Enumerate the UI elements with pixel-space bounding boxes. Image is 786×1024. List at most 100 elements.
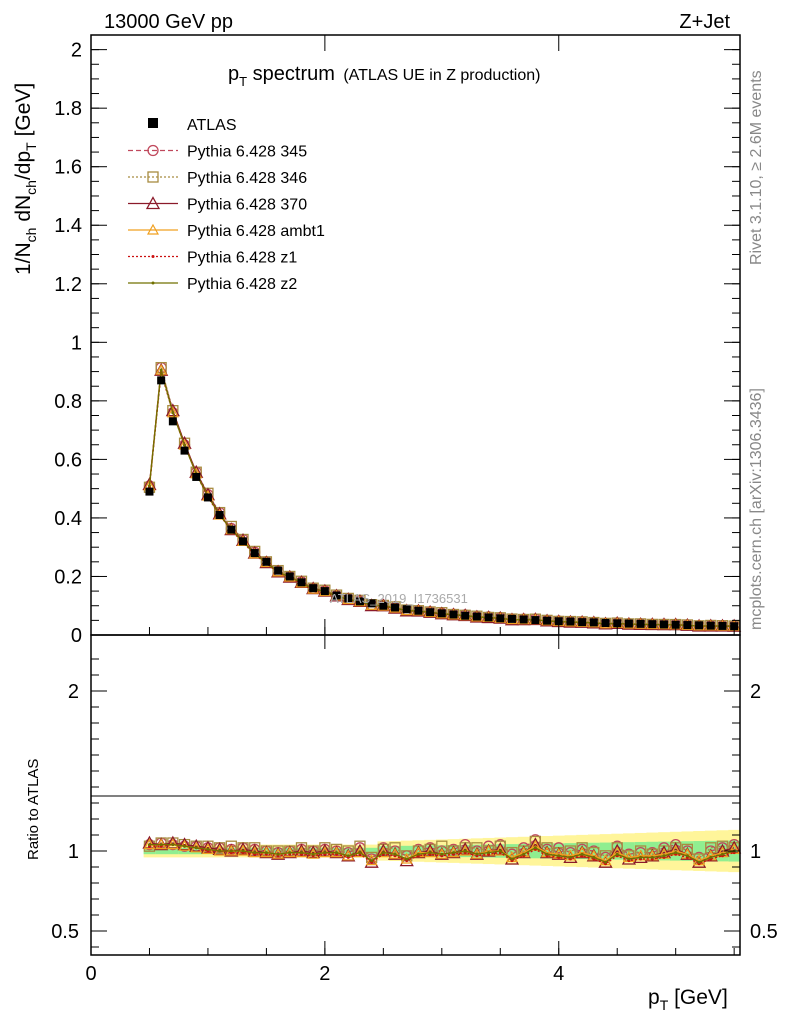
y-tick-label-top: 1.4	[54, 215, 82, 237]
mcplots-label: mcplots.cern.ch [arXiv:1306.3436]	[748, 388, 765, 630]
data-point-atlas	[215, 511, 224, 519]
y-tick-label-top: 1.6	[54, 157, 82, 179]
y-tick-label-top: 1.8	[54, 98, 82, 120]
ratio-marker-z2	[545, 852, 549, 856]
data-point-atlas	[624, 619, 633, 628]
y-tick-label-top: 0.2	[54, 566, 82, 588]
data-point-atlas	[589, 618, 598, 627]
legend-marker-p370	[145, 196, 161, 210]
ratio-marker-z2	[381, 851, 385, 855]
data-point-atlas	[203, 493, 212, 502]
rivet-label: Rivet 3.1.10, ≥ 2.6M events	[748, 70, 765, 265]
data-point-atlas	[437, 609, 446, 618]
ratio-marker-z2	[194, 846, 198, 850]
ratio-marker-z2	[522, 852, 526, 856]
ratio-band-green	[365, 847, 378, 855]
marker-z2	[159, 368, 163, 372]
data-point-atlas	[636, 619, 645, 628]
ratio-marker-z2	[498, 849, 502, 853]
ratio-marker-z2	[440, 852, 444, 856]
top-panel-series-group	[142, 361, 742, 632]
data-point-atlas	[145, 487, 154, 496]
data-point-atlas	[519, 615, 528, 624]
data-point-atlas	[461, 611, 470, 620]
ratio-marker-ambt1	[353, 846, 366, 858]
ratio-band-green	[412, 845, 425, 857]
ratio-marker-z2	[206, 847, 210, 851]
data-point-atlas	[449, 610, 458, 619]
data-point-atlas	[414, 606, 423, 615]
data-point-atlas	[648, 620, 657, 629]
marker-z2	[183, 443, 187, 447]
data-point-atlas	[367, 599, 376, 608]
ratio-marker-z2	[358, 851, 362, 855]
data-point-atlas	[671, 620, 680, 629]
axis-ticks-group: 0 2 4 0 0.2 0.4 0.6 0.8 1 1.2 1.4 1.6 1.8 2 0.5 0.5 1 1 2 2	[51, 35, 778, 985]
data-point-atlas	[239, 537, 248, 546]
ratio-marker-z2	[218, 849, 222, 853]
y-tick-label-top: 0	[71, 625, 82, 647]
data-point-atlas	[355, 597, 364, 606]
ratio-marker-ambt1	[377, 846, 390, 858]
series-line-ambt1	[148, 370, 735, 627]
data-point-atlas	[566, 617, 575, 626]
x-tick-label: 0	[85, 963, 96, 985]
legend-label: Pythia 6.428 z2	[187, 276, 297, 293]
data-point-atlas	[496, 614, 505, 623]
legend-marker-ambt1	[146, 223, 160, 235]
legend-label: Pythia 6.428 346	[187, 170, 307, 187]
data-point-atlas	[613, 619, 622, 628]
ratio-marker-z2	[685, 854, 689, 858]
ratio-marker-z2	[183, 844, 187, 848]
ratio-marker-z2	[171, 843, 175, 847]
ratio-marker-z2	[674, 851, 678, 855]
series-line-p346	[148, 367, 735, 627]
y-tick-label-ratio: 2	[68, 681, 79, 703]
data-point-atlas	[250, 549, 259, 558]
legend-marker-z2	[151, 281, 155, 285]
y-tick-label-ratio-right: 2	[750, 681, 761, 703]
ratio-marker-z2	[346, 854, 350, 858]
ratio-marker-z2	[592, 855, 596, 859]
plot-title-sub: T	[239, 74, 247, 89]
data-point-atlas	[402, 605, 411, 614]
ratio-marker-z2	[159, 843, 163, 847]
ratio-marker-ambt1	[424, 846, 437, 858]
ratio-marker-z2	[720, 852, 724, 856]
data-point-atlas	[484, 613, 493, 622]
ratio-marker-z2	[627, 857, 631, 861]
ratio-band-green	[307, 847, 320, 855]
data-point-atlas	[320, 587, 329, 596]
data-point-atlas	[578, 618, 587, 627]
legend-label: Pythia 6.428 345	[187, 144, 307, 161]
ratio-series-group	[142, 834, 742, 868]
ratio-marker-z2	[580, 852, 584, 856]
ratio-marker-z2	[650, 855, 654, 859]
ratio-marker-z2	[147, 843, 151, 847]
y-tick-label-ratio-right: 1	[750, 841, 761, 863]
plot-title-main: p	[228, 63, 239, 85]
data-point-atlas	[543, 616, 552, 625]
plot-title: pT spectrum (ATLAS UE in Z production)	[228, 63, 540, 89]
ratio-marker-z2	[568, 855, 572, 859]
legend-label: ATLAS	[187, 117, 237, 134]
ratio-marker-z2	[709, 855, 713, 859]
series-line-z2	[148, 370, 735, 627]
data-point-atlas	[426, 608, 435, 617]
ratio-marker-p346	[705, 842, 717, 854]
data-point-atlas	[507, 614, 516, 623]
data-point-atlas	[379, 601, 388, 610]
data-point-atlas	[180, 446, 189, 455]
header-right: Z+Jet	[679, 11, 730, 33]
y-tick-label-top: 1	[71, 332, 82, 354]
ratio-marker-p370	[200, 840, 216, 854]
ratio-marker-z2	[288, 851, 292, 855]
ratio-panel-frame	[90, 634, 741, 956]
y-axis-label-ratio: Ratio to ATLAS	[25, 759, 42, 860]
marker-z2	[171, 411, 175, 415]
ratio-marker-ambt1	[365, 854, 378, 866]
legend-marker-atlas	[148, 118, 158, 128]
ratio-marker-z2	[487, 851, 491, 855]
series-line-z1	[148, 372, 735, 627]
